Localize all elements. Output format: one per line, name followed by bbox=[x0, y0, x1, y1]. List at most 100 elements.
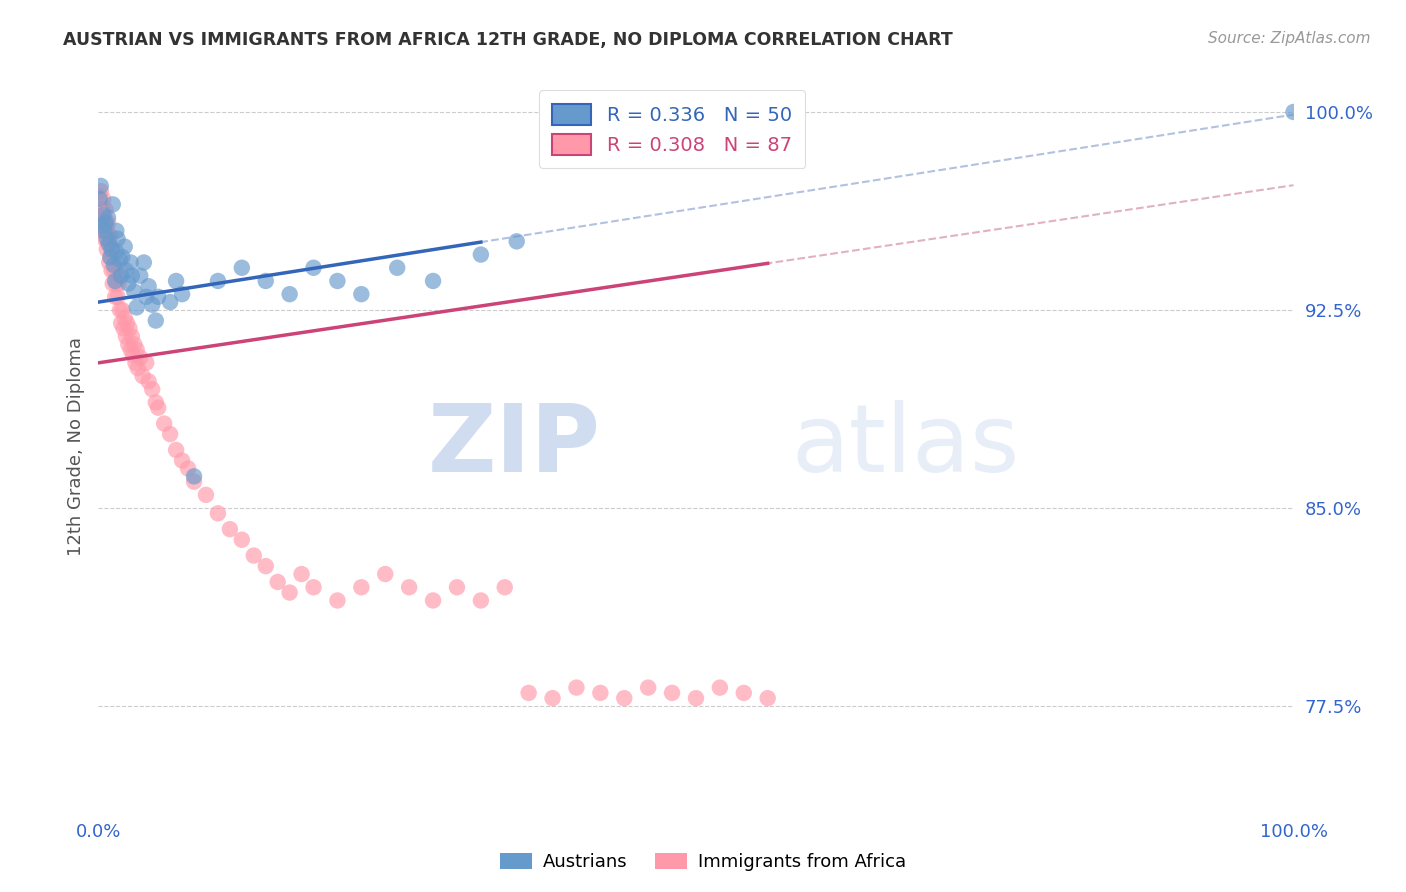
Point bbox=[231, 260, 253, 275]
Text: atlas: atlas bbox=[792, 400, 1019, 492]
Point bbox=[97, 237, 120, 252]
Point bbox=[91, 224, 114, 238]
Point bbox=[117, 337, 139, 351]
Point bbox=[541, 691, 564, 706]
Point bbox=[565, 681, 588, 695]
Point bbox=[103, 258, 125, 272]
Point bbox=[172, 287, 194, 301]
Text: Source: ZipAtlas.com: Source: ZipAtlas.com bbox=[1208, 31, 1371, 46]
Point bbox=[118, 321, 141, 335]
Point bbox=[517, 686, 540, 700]
Point bbox=[120, 343, 142, 357]
Point bbox=[159, 427, 181, 442]
Point bbox=[90, 205, 112, 219]
Point bbox=[98, 255, 121, 269]
Point bbox=[302, 260, 325, 275]
Point bbox=[91, 192, 114, 206]
Point bbox=[114, 310, 136, 325]
Point bbox=[165, 442, 187, 457]
Point bbox=[131, 369, 153, 384]
Point bbox=[422, 593, 444, 607]
Point bbox=[101, 197, 124, 211]
Point bbox=[145, 395, 167, 409]
Point bbox=[494, 580, 516, 594]
Point bbox=[100, 263, 122, 277]
Point bbox=[132, 255, 155, 269]
Point bbox=[107, 290, 129, 304]
Point bbox=[661, 686, 683, 700]
Point bbox=[326, 274, 349, 288]
Legend: R = 0.336   N = 50, R = 0.308   N = 87: R = 0.336 N = 50, R = 0.308 N = 87 bbox=[538, 90, 806, 169]
Point bbox=[112, 321, 135, 335]
Point bbox=[506, 235, 529, 249]
Point bbox=[121, 329, 143, 343]
Point bbox=[117, 277, 139, 291]
Point bbox=[111, 250, 134, 264]
Point bbox=[94, 224, 117, 238]
Point bbox=[96, 221, 118, 235]
Point bbox=[98, 250, 122, 264]
Point bbox=[446, 580, 468, 594]
Point bbox=[105, 277, 128, 291]
Point bbox=[141, 298, 163, 312]
Point bbox=[148, 401, 170, 415]
Point bbox=[165, 274, 187, 288]
Point bbox=[135, 356, 157, 370]
Point bbox=[195, 488, 218, 502]
Point bbox=[422, 274, 444, 288]
Point bbox=[124, 337, 146, 351]
Point bbox=[398, 580, 420, 594]
Point bbox=[105, 224, 128, 238]
Point bbox=[267, 574, 290, 589]
Point bbox=[90, 178, 112, 193]
Point bbox=[110, 268, 132, 283]
Point bbox=[613, 691, 636, 706]
Point bbox=[326, 593, 349, 607]
Point bbox=[98, 229, 122, 244]
Point bbox=[111, 303, 134, 318]
Point bbox=[138, 374, 160, 388]
Point bbox=[302, 580, 325, 594]
Point bbox=[278, 287, 301, 301]
Point bbox=[254, 274, 277, 288]
Point bbox=[98, 235, 121, 249]
Text: ZIP: ZIP bbox=[427, 400, 600, 492]
Point bbox=[103, 263, 125, 277]
Point bbox=[100, 242, 122, 256]
Point bbox=[114, 239, 136, 253]
Point bbox=[104, 290, 127, 304]
Point bbox=[350, 287, 373, 301]
Point bbox=[120, 255, 142, 269]
Point bbox=[254, 559, 277, 574]
Point bbox=[138, 279, 160, 293]
Point bbox=[97, 211, 120, 225]
Point bbox=[91, 216, 114, 230]
Point bbox=[96, 232, 118, 246]
Point bbox=[385, 260, 409, 275]
Point bbox=[589, 686, 612, 700]
Point bbox=[98, 250, 122, 264]
Point bbox=[125, 343, 148, 357]
Point bbox=[159, 295, 181, 310]
Point bbox=[1282, 105, 1305, 120]
Point bbox=[145, 313, 167, 327]
Point bbox=[94, 202, 117, 217]
Point bbox=[148, 290, 170, 304]
Point bbox=[107, 277, 129, 291]
Y-axis label: 12th Grade, No Diploma: 12th Grade, No Diploma bbox=[66, 336, 84, 556]
Point bbox=[94, 216, 117, 230]
Legend: Austrians, Immigrants from Africa: Austrians, Immigrants from Africa bbox=[492, 846, 914, 879]
Point bbox=[89, 211, 111, 225]
Point bbox=[231, 533, 253, 547]
Point bbox=[89, 189, 111, 203]
Point bbox=[89, 192, 111, 206]
Point bbox=[733, 686, 755, 700]
Point bbox=[207, 274, 229, 288]
Point bbox=[470, 593, 492, 607]
Point bbox=[278, 585, 301, 599]
Point bbox=[177, 461, 200, 475]
Point bbox=[127, 361, 149, 376]
Point bbox=[470, 247, 492, 261]
Point bbox=[98, 237, 121, 252]
Point bbox=[129, 351, 152, 365]
